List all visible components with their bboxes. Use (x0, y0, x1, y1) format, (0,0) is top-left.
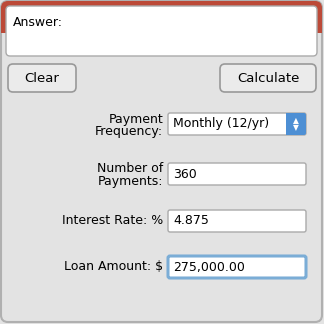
Text: Monthly (12/yr): Monthly (12/yr) (173, 118, 269, 131)
FancyBboxPatch shape (8, 64, 76, 92)
FancyBboxPatch shape (168, 113, 306, 135)
Text: Loan Amount: $: Loan Amount: $ (64, 260, 163, 273)
FancyBboxPatch shape (220, 64, 316, 92)
Text: 4.875: 4.875 (173, 214, 209, 227)
Text: Amortization Schedule Calculator: Amortization Schedule Calculator (24, 9, 300, 25)
Text: Calculate: Calculate (237, 72, 299, 85)
FancyBboxPatch shape (1, 1, 322, 33)
FancyBboxPatch shape (168, 256, 306, 278)
Text: Interest Rate: %: Interest Rate: % (62, 214, 163, 227)
Text: Answer:: Answer: (13, 16, 63, 29)
FancyBboxPatch shape (286, 113, 306, 135)
Text: Payment: Payment (108, 112, 163, 125)
Text: ▲: ▲ (293, 116, 299, 124)
FancyBboxPatch shape (6, 6, 317, 56)
Text: ▼: ▼ (293, 123, 299, 133)
Bar (286, 113, 296, 135)
FancyBboxPatch shape (168, 163, 306, 185)
Text: Number of: Number of (97, 163, 163, 176)
Text: Clear: Clear (25, 72, 59, 85)
FancyBboxPatch shape (168, 210, 306, 232)
Text: 360: 360 (173, 168, 197, 180)
Text: 275,000.00: 275,000.00 (173, 260, 245, 273)
Text: Payments:: Payments: (98, 175, 163, 188)
Text: Frequency:: Frequency: (95, 124, 163, 137)
Bar (1, 17, 322, 33)
